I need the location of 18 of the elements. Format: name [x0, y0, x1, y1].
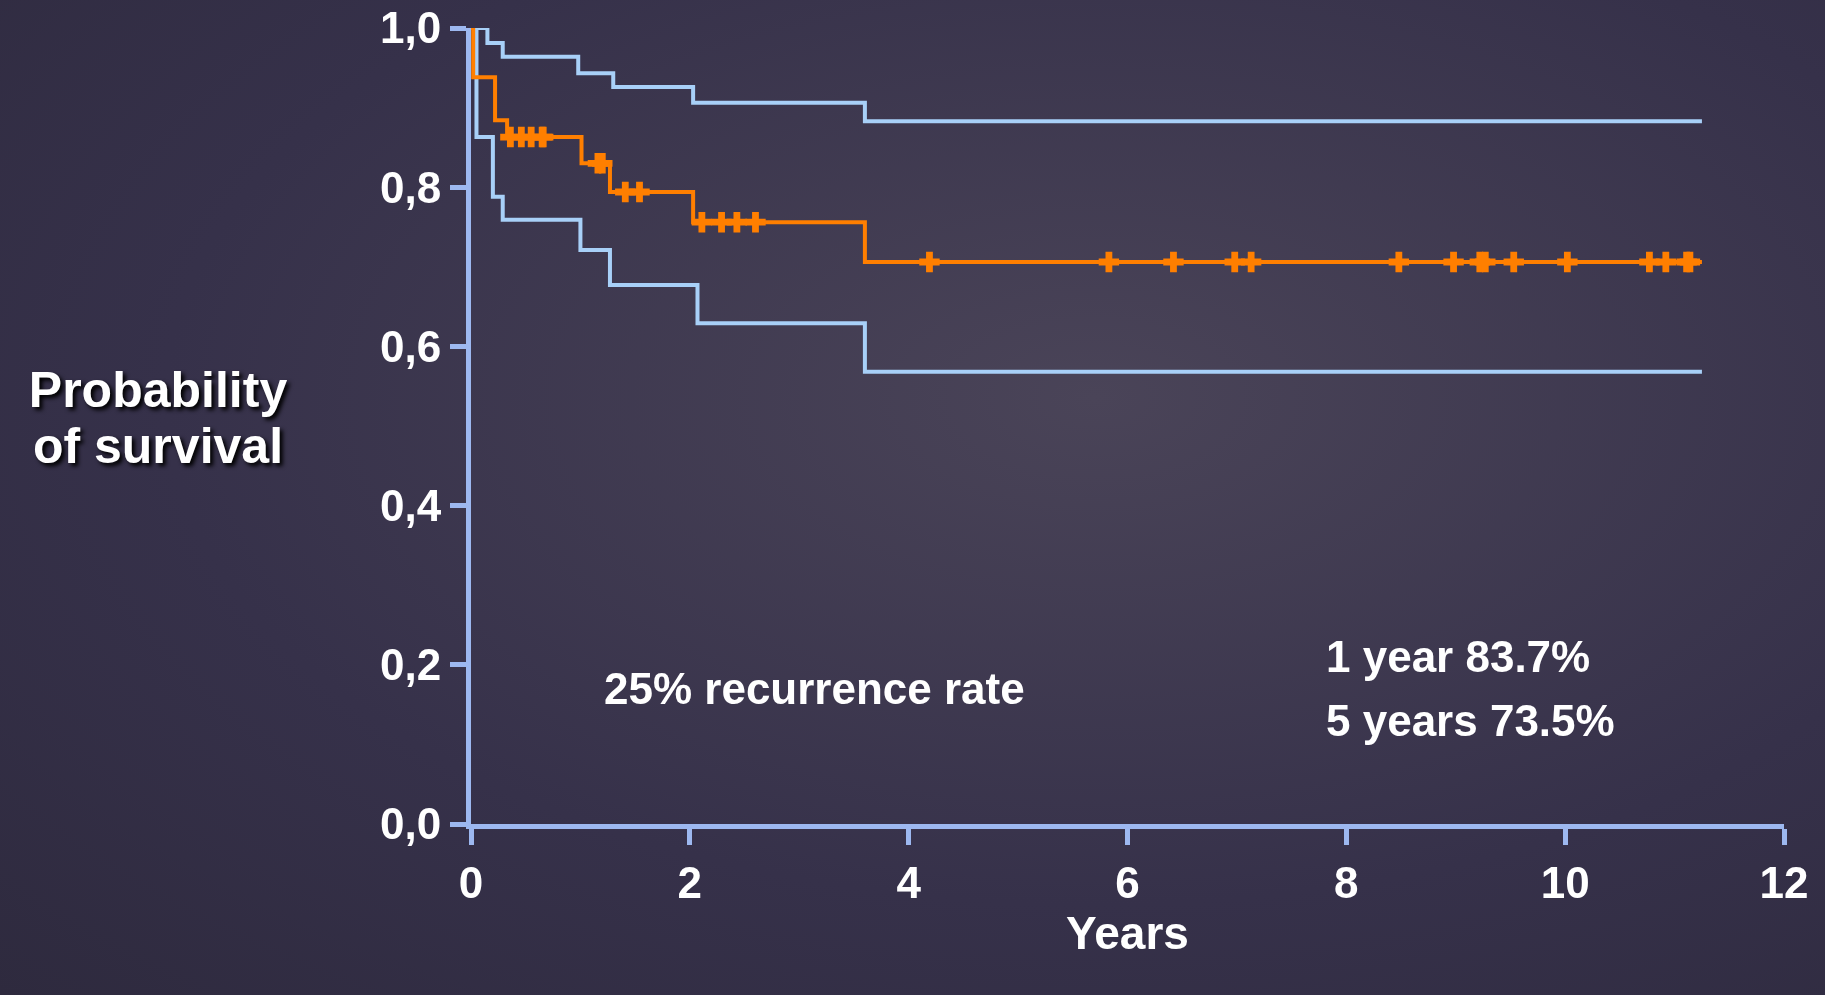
y-tick-label: 0,0 — [380, 799, 442, 849]
x-axis-title: Years — [1066, 906, 1189, 959]
annotation: 1 year 83.7% — [1326, 632, 1591, 681]
annotation: 25% recurrence rate — [604, 664, 1025, 713]
y-tick-label: 0,2 — [380, 640, 442, 690]
y-tick-label: 1,0 — [380, 3, 442, 53]
x-tick-label: 2 — [677, 857, 703, 907]
y-axis-title: Probability of survival — [27, 362, 289, 474]
x-tick-label: 12 — [1759, 857, 1809, 907]
y-tick-label: 0,6 — [380, 321, 442, 371]
x-tick-label: 10 — [1540, 857, 1590, 907]
y-tick-label: 0,8 — [380, 162, 442, 212]
annotation: 5 years 73.5% — [1326, 696, 1615, 745]
x-tick-label: 4 — [896, 857, 922, 907]
x-tick-label: 6 — [1115, 857, 1140, 907]
x-tick-label: 8 — [1334, 857, 1359, 907]
y-tick-label: 0,4 — [380, 481, 442, 530]
x-tick-label: 0 — [458, 857, 484, 907]
